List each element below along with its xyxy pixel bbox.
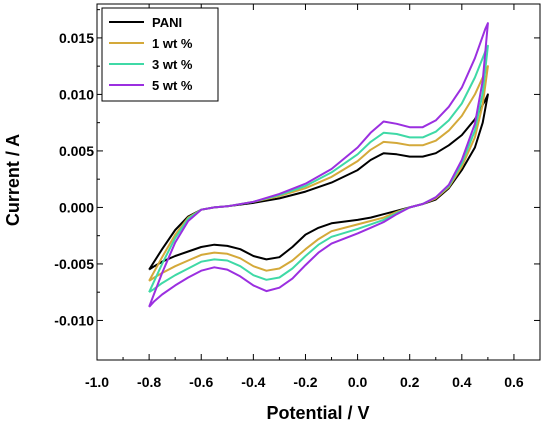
- x-tick-label: -0.8: [137, 374, 161, 390]
- legend-label: 3 wt %: [152, 57, 193, 72]
- x-tick-label: 0.2: [400, 374, 420, 390]
- y-tick-label: -0.005: [54, 256, 94, 272]
- x-tick-label: -0.4: [241, 374, 265, 390]
- y-tick-label: 0.015: [59, 30, 94, 46]
- y-tick-label: 0.010: [59, 86, 94, 102]
- series-line-3: [148, 44, 489, 294]
- axes: -1.0 -0.8 -0.6 -0.4 -0.2 0.0 0.2 0.4 0.6 -0.010 -0…: [54, 3, 541, 390]
- series-line-1: [148, 93, 489, 271]
- x-axis-label: Potential / V: [266, 403, 369, 423]
- x-tick-label: 0.6: [504, 374, 524, 390]
- x-tick-label: -0.6: [189, 374, 213, 390]
- series-line-2: [148, 65, 489, 282]
- series-line-4: [148, 22, 489, 308]
- x-tick-label: -1.0: [85, 374, 109, 390]
- y-tick-label: 0.005: [59, 143, 94, 159]
- plot-frame: [96, 3, 541, 361]
- legend-label: 1 wt %: [152, 36, 193, 51]
- legend-label: PANI: [152, 15, 182, 30]
- plot-area: [148, 22, 489, 308]
- x-tick-label: -0.2: [293, 374, 317, 390]
- y-tick-label: 0.000: [59, 199, 94, 215]
- x-tick-label: 0.4: [452, 374, 472, 390]
- y-tick-label: -0.010: [54, 312, 94, 328]
- y-axis-label: Current / A: [3, 134, 23, 226]
- legend-label: 5 wt %: [152, 78, 193, 93]
- legend: PANI 1 wt % 3 wt % 5 wt %: [101, 7, 219, 102]
- x-tick-label: 0.0: [348, 374, 368, 390]
